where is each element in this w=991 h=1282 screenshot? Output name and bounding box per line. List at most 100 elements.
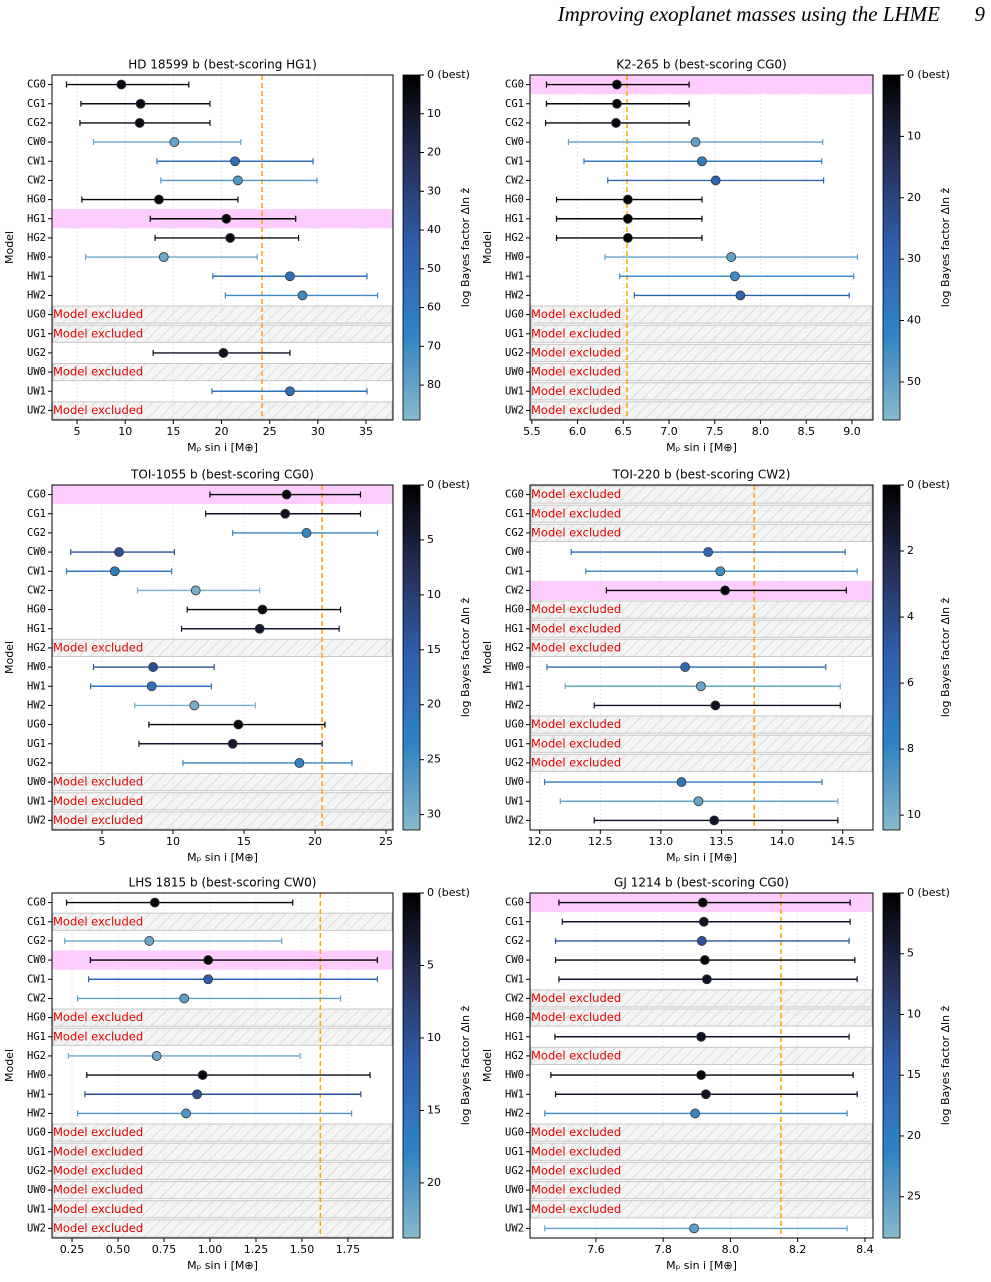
- x-tick-label: 14.5: [830, 835, 855, 848]
- y-tick-label: HG1: [27, 1031, 46, 1043]
- point: [181, 1108, 191, 1119]
- panel-title: GJ 1214 b (best-scoring CG0): [614, 876, 789, 890]
- point: [280, 508, 291, 519]
- excluded-label: Model excluded: [531, 1163, 621, 1177]
- excluded-label: Model excluded: [531, 525, 621, 539]
- colorbar-label: log Bayes factor Δln ẑ: [459, 187, 472, 307]
- point: [151, 1051, 162, 1061]
- y-tick-label: CG2: [27, 117, 46, 129]
- y-tick-label: HW2: [505, 289, 524, 301]
- excluded-label: Model excluded: [531, 991, 621, 1005]
- point: [715, 566, 726, 577]
- x-tick-label: 0.75: [152, 1243, 177, 1256]
- y-tick-label: HW0: [27, 251, 46, 263]
- excluded-label: Model excluded: [531, 487, 621, 501]
- point: [709, 815, 720, 826]
- point: [189, 700, 200, 711]
- excluded-label: Model excluded: [53, 307, 143, 321]
- excluded-label: Model excluded: [53, 775, 143, 789]
- y-tick-label: UW0: [505, 1184, 524, 1196]
- y-tick-label: CW0: [27, 136, 46, 148]
- excluded-label: Model excluded: [53, 403, 143, 417]
- y-tick-label: HG0: [27, 194, 46, 206]
- y-tick-label: UG2: [505, 347, 524, 359]
- excluded-row: [530, 619, 873, 638]
- y-tick-label: HW2: [505, 1107, 524, 1119]
- excluded-row: [530, 1142, 873, 1161]
- x-tick-label: 5: [74, 425, 81, 438]
- point: [257, 604, 268, 615]
- y-tick-label: UW2: [27, 814, 46, 826]
- colorbar-tick-label: 25: [427, 753, 441, 766]
- point: [698, 916, 709, 927]
- point: [254, 623, 265, 634]
- point: [203, 974, 214, 985]
- panel-title: K2-265 b (best-scoring CG0): [616, 58, 786, 72]
- colorbar-tick-label: 10: [907, 808, 921, 821]
- x-tick-label: 9.0: [843, 425, 861, 438]
- colorbar-tick-label: 30: [427, 808, 441, 821]
- point: [611, 79, 622, 90]
- x-tick-label: 15: [166, 425, 180, 438]
- excluded-row: [530, 989, 873, 1008]
- excluded-label: Model excluded: [531, 506, 621, 520]
- page-number: 9: [975, 2, 986, 26]
- panel: GJ 1214 b (best-scoring CG0) Model exclud…: [481, 876, 952, 1273]
- y-tick-label: CG0: [27, 897, 46, 909]
- y-tick-label: UW0: [505, 776, 524, 788]
- excluded-row: [530, 1008, 873, 1027]
- point: [114, 547, 124, 557]
- colorbar-label: log Bayes factor Δln ẑ: [459, 597, 472, 717]
- point: [116, 79, 127, 90]
- excluded-row: [52, 305, 393, 324]
- colorbar-tick-label: 15: [907, 1068, 921, 1081]
- excluded-row: [52, 773, 393, 792]
- y-tick-label: CG2: [27, 935, 46, 947]
- x-tick-label: 20: [215, 425, 229, 438]
- y-tick-label: CG1: [27, 98, 46, 110]
- panel-title: TOI-220 b (best-scoring CW2): [612, 468, 791, 482]
- y-tick-label: UW1: [505, 385, 524, 397]
- excluded-row: [52, 1008, 393, 1027]
- x-tick-label: 8.0: [752, 425, 770, 438]
- x-axis-label: Mₚ sin i [M⊕]: [187, 441, 258, 454]
- point: [697, 897, 708, 908]
- excluded-label: Model excluded: [531, 640, 621, 654]
- excluded-row: [52, 1181, 393, 1200]
- y-tick-label: HG2: [27, 642, 46, 654]
- y-tick-label: HW0: [505, 661, 524, 673]
- x-axis-label: Mₚ sin i [M⊕]: [666, 1259, 737, 1272]
- point: [676, 777, 687, 787]
- y-tick-label: UG1: [505, 738, 524, 750]
- colorbar-label: log Bayes factor Δln ẑ: [939, 597, 952, 717]
- point: [148, 662, 159, 672]
- excluded-row: [530, 382, 873, 401]
- colorbar-tick-label: 15: [427, 643, 441, 656]
- y-tick-label: HG1: [505, 213, 524, 225]
- x-tick-label: 6.0: [569, 425, 587, 438]
- colorbar-tick-label: 10: [907, 129, 921, 142]
- colorbar-tick-label: 8: [907, 742, 914, 755]
- y-tick-label: UW1: [27, 795, 46, 807]
- y-tick-label: HW2: [27, 1107, 46, 1119]
- point: [700, 1089, 711, 1100]
- colorbar-tick-label: 40: [427, 223, 441, 236]
- y-tick-label: HG1: [505, 1031, 524, 1043]
- excluded-label: Model excluded: [53, 1010, 143, 1024]
- point: [710, 175, 721, 186]
- colorbar: [882, 74, 901, 421]
- colorbar-tick-label: 20: [427, 698, 441, 711]
- y-tick-label: HG1: [505, 623, 524, 635]
- x-tick-label: 14.0: [770, 835, 795, 848]
- y-tick-label: HW0: [505, 1069, 524, 1081]
- y-axis-label: Model: [481, 231, 494, 264]
- y-tick-label: CW1: [27, 973, 46, 985]
- point: [611, 118, 621, 128]
- excluded-label: Model excluded: [53, 365, 143, 379]
- y-tick-label: CG2: [505, 527, 524, 539]
- point: [197, 1070, 208, 1080]
- y-tick-label: UG1: [27, 328, 46, 340]
- y-tick-label: HG2: [27, 232, 46, 244]
- x-tick-label: 0.50: [106, 1243, 131, 1256]
- y-tick-label: HW1: [27, 680, 46, 692]
